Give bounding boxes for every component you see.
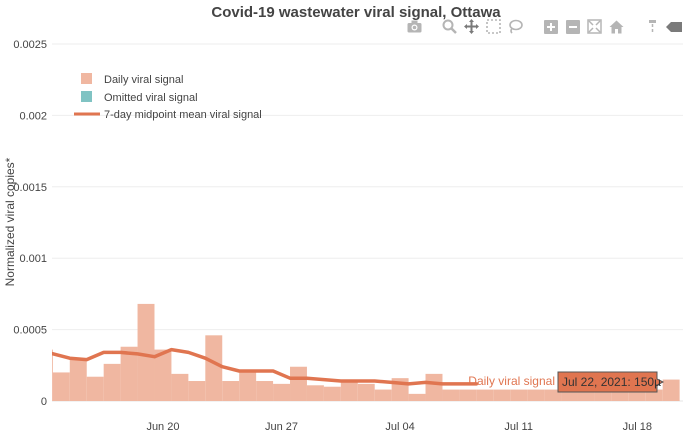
hover-box bbox=[557, 371, 665, 393]
modebar bbox=[406, 18, 683, 35]
hover-text: Jul 22, 2021: 150µ bbox=[562, 375, 661, 389]
y-tick-labels: 0 0.0005 0.001 0.0015 0.002 0.0025 bbox=[13, 39, 47, 408]
daily-bar[interactable] bbox=[408, 393, 426, 401]
legend-label-mean[interactable]: 7-day midpoint mean viral signal bbox=[104, 109, 262, 121]
autoscale-icon[interactable] bbox=[586, 18, 603, 35]
daily-bar[interactable] bbox=[442, 389, 460, 401]
y-tick-label: 0.001 bbox=[19, 253, 47, 265]
legend: Daily viral signal Omitted viral signal … bbox=[74, 73, 262, 121]
x-tick-label: Jul 18 bbox=[623, 421, 652, 433]
spike-lines-icon[interactable] bbox=[643, 18, 660, 35]
daily-bar[interactable] bbox=[628, 389, 646, 401]
x-tick-label: Jul 04 bbox=[385, 421, 414, 433]
daily-bar[interactable] bbox=[52, 372, 70, 401]
daily-bar[interactable] bbox=[357, 383, 375, 401]
lasso-select-icon[interactable] bbox=[507, 18, 524, 35]
daily-bar[interactable] bbox=[662, 379, 680, 401]
zoom-icon[interactable] bbox=[441, 18, 458, 35]
y-tick-label: 0.0025 bbox=[13, 39, 47, 51]
x-tick-label: Jun 20 bbox=[146, 421, 179, 433]
daily-bar[interactable] bbox=[137, 303, 155, 401]
y-tick-label: 0.002 bbox=[19, 110, 47, 122]
y-tick-label: 0.0015 bbox=[13, 182, 47, 194]
mean-line bbox=[48, 347, 479, 386]
daily-bar[interactable] bbox=[510, 389, 528, 401]
legend-label-omitted[interactable]: Omitted viral signal bbox=[104, 92, 198, 104]
zoom-out-icon[interactable] bbox=[564, 18, 581, 35]
daily-bar[interactable] bbox=[374, 389, 392, 401]
legend-swatch-omitted bbox=[81, 91, 92, 102]
daily-bar[interactable] bbox=[544, 389, 562, 401]
daily-bar[interactable] bbox=[120, 346, 138, 401]
daily-bar[interactable] bbox=[340, 381, 358, 401]
reset-axes-icon[interactable] bbox=[608, 18, 625, 35]
y-tick-label: 0 bbox=[41, 396, 47, 408]
daily-bar[interactable] bbox=[86, 376, 104, 401]
chart-title: Covid-19 wastewater viral signal, Ottawa bbox=[211, 4, 501, 21]
daily-bar[interactable] bbox=[273, 383, 291, 401]
daily-bar[interactable] bbox=[476, 389, 494, 401]
camera-icon[interactable] bbox=[406, 18, 423, 35]
daily-bar[interactable] bbox=[239, 369, 257, 401]
daily-bar[interactable] bbox=[188, 381, 206, 401]
daily-bar[interactable] bbox=[306, 385, 324, 401]
daily-bar[interactable] bbox=[611, 389, 629, 401]
daily-bar[interactable] bbox=[154, 349, 172, 401]
hover-closest-icon[interactable] bbox=[665, 18, 682, 35]
mean-line-path[interactable] bbox=[48, 347, 479, 386]
hover-tooltip: Daily viral signal Jul 22, 2021: 150µ bbox=[468, 371, 665, 393]
daily-bar[interactable] bbox=[256, 381, 274, 401]
hover-series-label: Daily viral signal bbox=[468, 374, 555, 388]
legend-label-daily[interactable]: Daily viral signal bbox=[104, 74, 183, 86]
daily-bar[interactable] bbox=[36, 349, 53, 401]
daily-bar[interactable] bbox=[323, 386, 341, 401]
daily-bar[interactable] bbox=[459, 389, 477, 401]
daily-bar[interactable] bbox=[493, 389, 511, 401]
daily-bar[interactable] bbox=[222, 381, 240, 401]
daily-bar[interactable] bbox=[205, 335, 223, 401]
zoom-in-icon[interactable] bbox=[542, 18, 559, 35]
daily-bar[interactable] bbox=[527, 389, 545, 401]
daily-bar[interactable] bbox=[69, 359, 87, 401]
y-axis-label: Normalized viral copies* bbox=[3, 157, 17, 286]
box-select-icon[interactable] bbox=[485, 18, 502, 35]
x-tick-labels: Jun 20 Jun 27 Jul 04 Jul 11 Jul 18 bbox=[146, 421, 652, 433]
daily-bar[interactable] bbox=[594, 389, 612, 401]
y-tick-label: 0.0005 bbox=[13, 325, 47, 337]
daily-bar[interactable] bbox=[290, 366, 307, 401]
daily-bar[interactable] bbox=[103, 363, 121, 401]
daily-bar[interactable] bbox=[645, 389, 663, 401]
x-tick-label: Jul 11 bbox=[504, 421, 533, 433]
x-tick-label: Jun 27 bbox=[265, 421, 298, 433]
pan-icon[interactable] bbox=[463, 18, 480, 35]
daily-bar[interactable] bbox=[425, 373, 443, 401]
daily-bar[interactable] bbox=[171, 373, 189, 401]
daily-bar[interactable] bbox=[577, 389, 595, 401]
daily-bar[interactable] bbox=[561, 389, 578, 401]
legend-swatch-daily bbox=[81, 73, 92, 84]
